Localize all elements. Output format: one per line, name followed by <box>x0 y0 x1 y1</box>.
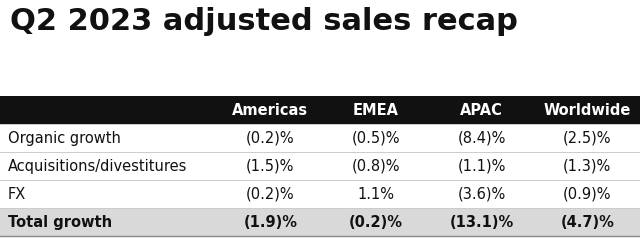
Text: Organic growth: Organic growth <box>8 131 120 146</box>
Text: (0.2)%: (0.2)% <box>246 187 294 202</box>
Bar <box>0 152 218 180</box>
Bar <box>323 152 429 180</box>
Bar <box>218 180 323 208</box>
Text: (2.5)%: (2.5)% <box>563 131 611 146</box>
Text: (3.6)%: (3.6)% <box>458 187 506 202</box>
Bar <box>429 124 534 152</box>
Text: (0.9)%: (0.9)% <box>563 187 611 202</box>
Bar <box>323 124 429 152</box>
Bar <box>429 96 534 124</box>
Bar <box>0 124 218 152</box>
Bar <box>0 180 218 208</box>
Text: (4.7)%: (4.7)% <box>560 215 614 230</box>
Text: Worldwide: Worldwide <box>543 103 631 118</box>
Text: 1.1%: 1.1% <box>358 187 394 202</box>
Text: (1.3)%: (1.3)% <box>563 159 611 174</box>
Bar <box>323 96 429 124</box>
Bar <box>323 180 429 208</box>
Text: FX: FX <box>8 187 26 202</box>
Bar <box>534 124 640 152</box>
Text: (1.5)%: (1.5)% <box>246 159 294 174</box>
Bar <box>429 180 534 208</box>
Bar <box>218 96 323 124</box>
Bar <box>323 208 429 236</box>
Text: (1.1)%: (1.1)% <box>458 159 506 174</box>
Bar <box>218 152 323 180</box>
Text: Americas: Americas <box>232 103 308 118</box>
Text: (0.5)%: (0.5)% <box>352 131 400 146</box>
Bar <box>534 180 640 208</box>
Bar <box>218 208 323 236</box>
Bar <box>0 208 218 236</box>
Text: Q2 2023 adjusted sales recap: Q2 2023 adjusted sales recap <box>10 7 518 36</box>
Text: (0.2)%: (0.2)% <box>246 131 294 146</box>
Bar <box>534 96 640 124</box>
Bar <box>534 208 640 236</box>
Text: EMEA: EMEA <box>353 103 399 118</box>
Text: (13.1)%: (13.1)% <box>449 215 514 230</box>
Bar <box>429 208 534 236</box>
Text: APAC: APAC <box>460 103 503 118</box>
Text: Acquisitions/divestitures: Acquisitions/divestitures <box>8 159 187 174</box>
Text: (0.8)%: (0.8)% <box>352 159 400 174</box>
Bar <box>218 124 323 152</box>
Text: Total growth: Total growth <box>8 215 112 230</box>
Bar <box>0 96 218 124</box>
Bar <box>534 152 640 180</box>
Text: (8.4)%: (8.4)% <box>458 131 506 146</box>
Text: (1.9)%: (1.9)% <box>243 215 298 230</box>
Text: (0.2)%: (0.2)% <box>349 215 403 230</box>
Bar <box>429 152 534 180</box>
